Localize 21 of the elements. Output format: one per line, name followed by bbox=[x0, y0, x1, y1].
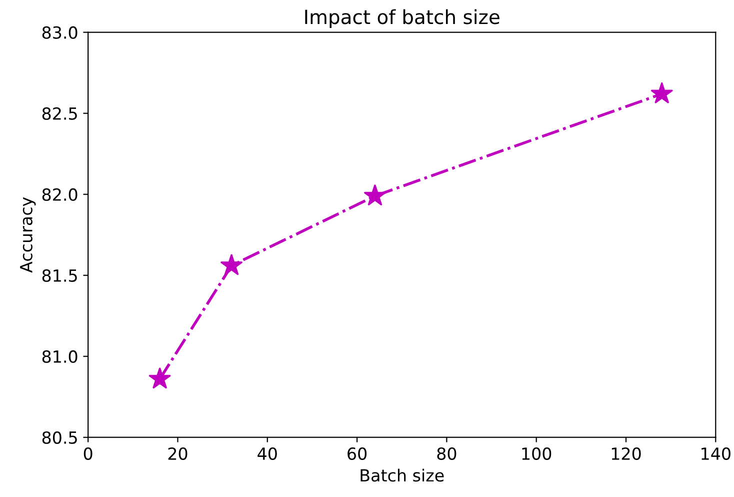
y-tick-label: 80.5 bbox=[42, 431, 77, 444]
chart-title: Impact of batch size bbox=[305, 9, 500, 28]
point bbox=[364, 184, 386, 206]
x-tick-label: 80 bbox=[437, 447, 456, 460]
x-tick-label: 140 bbox=[702, 447, 730, 460]
y-tick-label: 82.5 bbox=[42, 107, 77, 120]
y-tick-label: 81.5 bbox=[42, 269, 77, 282]
x-tick-label: 120 bbox=[612, 447, 641, 460]
point bbox=[650, 82, 674, 104]
x-tick-label: 40 bbox=[258, 447, 277, 460]
x-tick-label: 100 bbox=[522, 447, 552, 460]
y-axis-title: Accuracy bbox=[20, 197, 36, 273]
point bbox=[148, 367, 172, 389]
y-tick-label: 81.0 bbox=[42, 350, 78, 363]
x-tick-label: 20 bbox=[168, 447, 188, 460]
x-axis-title: Batch size bbox=[360, 468, 444, 482]
x-tick-label: 0 bbox=[84, 447, 92, 460]
point bbox=[220, 254, 243, 276]
x-tick-label: 60 bbox=[348, 447, 367, 460]
y-tick-label: 83.0 bbox=[42, 26, 78, 39]
y-tick-label: 82.0 bbox=[42, 188, 78, 201]
